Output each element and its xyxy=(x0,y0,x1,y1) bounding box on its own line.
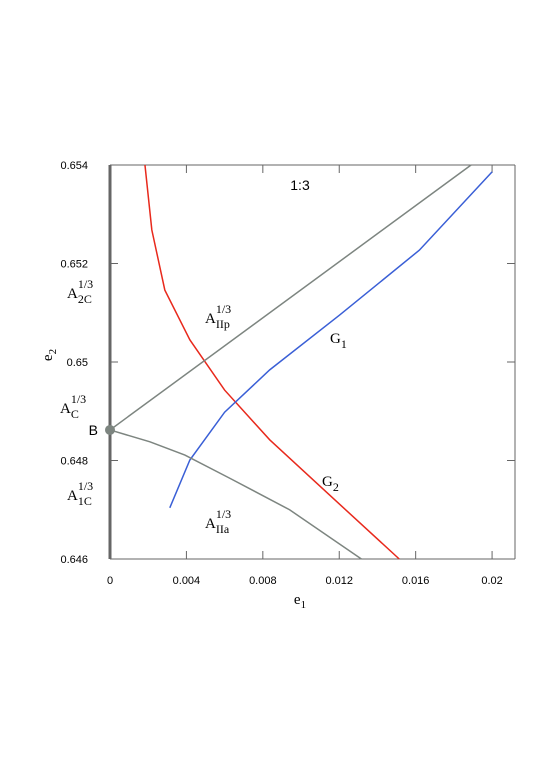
y-tick-label: 0.648 xyxy=(60,456,88,468)
y-tick-label: 0.652 xyxy=(60,259,88,271)
annotation-sub: IIa xyxy=(216,522,230,536)
annotation: A1/3 1C xyxy=(67,479,93,508)
annotation-text: A xyxy=(205,516,216,532)
series-line xyxy=(109,429,362,560)
annotation-sup: 1/3 xyxy=(216,302,231,316)
annotation-text: A xyxy=(67,286,78,302)
x-tick-label: 0.008 xyxy=(249,575,277,587)
y-tick-label: 0.654 xyxy=(60,160,88,172)
x-tick-label: 0.02 xyxy=(481,575,502,587)
annotation-sub: C xyxy=(71,407,79,421)
chart-title: 1:3 xyxy=(290,177,310,193)
annotation: A1/3 2C xyxy=(67,277,93,306)
x-tick-label: 0.004 xyxy=(173,575,201,587)
annotation: A1/3 C xyxy=(60,392,86,421)
annotation-sub: 1C xyxy=(78,494,92,508)
annotation-sup: 1/3 xyxy=(216,507,231,521)
point-label: B xyxy=(89,422,98,438)
series-line xyxy=(109,164,472,431)
annotation: G2 xyxy=(322,474,339,494)
annotation-text: G xyxy=(330,331,341,347)
annotation-sup: 1/3 xyxy=(78,277,93,291)
x-axis-label-sub: 1 xyxy=(301,599,307,611)
y-tick-label: 0.646 xyxy=(60,554,88,566)
annotation-text: G xyxy=(322,474,333,490)
annotation-text: A xyxy=(205,311,216,327)
y-axis-label: e2 xyxy=(40,349,59,361)
point-marker xyxy=(105,424,115,435)
x-tick-label: 0.016 xyxy=(402,575,430,587)
y-axis-label-text: e xyxy=(40,354,56,361)
annotation-sup: 1/3 xyxy=(71,392,86,406)
annotation-sub: IIp xyxy=(216,317,230,331)
y-tick-label: 0.65 xyxy=(67,357,88,369)
x-tick-label: 0 xyxy=(107,575,113,587)
annotation-sub: 2 xyxy=(333,480,339,494)
annotation-text: A xyxy=(67,488,78,504)
annotation: A1/3 IIp xyxy=(205,302,231,331)
x-tick-label: 0.012 xyxy=(325,575,353,587)
annotation-sup: 1/3 xyxy=(78,479,93,493)
y-axis-label-sub: 2 xyxy=(47,349,59,355)
annotation-sub: 1 xyxy=(341,337,347,351)
series-line xyxy=(169,171,493,509)
series-line xyxy=(144,164,400,560)
annotation-sub: 2C xyxy=(78,292,92,306)
x-axis-label: e1 xyxy=(294,592,306,611)
annotation: G1 xyxy=(330,331,347,351)
annotation-text: A xyxy=(60,401,71,417)
x-axis-label-text: e xyxy=(294,592,301,608)
annotation: A1/3 IIa xyxy=(205,507,231,536)
